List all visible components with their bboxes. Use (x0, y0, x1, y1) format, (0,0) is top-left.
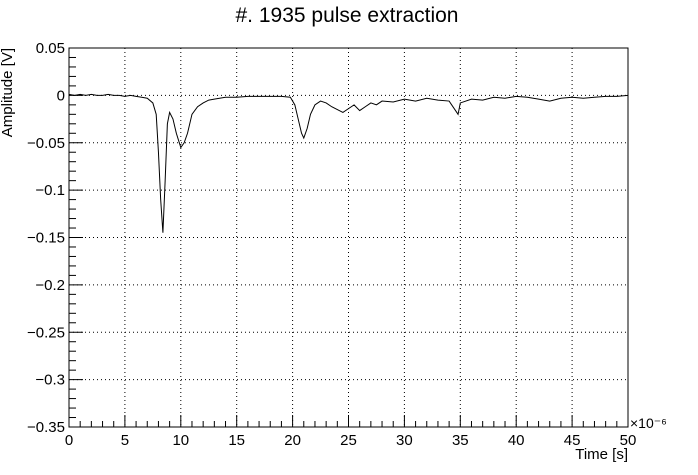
y-tick-label: −0.25 (27, 324, 65, 341)
y-tick-label: −0.15 (27, 230, 65, 247)
x-multiplier: ×10⁻⁶ (630, 415, 667, 431)
y-tick-label: −0.3 (35, 372, 65, 389)
x-tick-label: 0 (65, 432, 73, 449)
x-tick-label: 45 (564, 432, 581, 449)
y-tick-label: 0 (57, 87, 65, 104)
plot-frame (68, 47, 629, 428)
y-tick-label: −0.2 (35, 277, 65, 294)
y-tick-label: −0.1 (35, 182, 65, 199)
x-tick-label: 15 (228, 432, 245, 449)
x-tick-label: 20 (284, 432, 301, 449)
x-tick-label: 10 (172, 432, 189, 449)
y-tick-label: 0.05 (36, 40, 65, 57)
x-tick-label: 50 (620, 432, 637, 449)
data-line (68, 93, 629, 233)
y-axis-label: Amplitude [V] (0, 48, 16, 137)
y-tick-label: −0.05 (27, 135, 65, 152)
x-axis-label: Time [s] (575, 446, 628, 463)
x-tick-label: 30 (396, 432, 413, 449)
x-tick-label: 5 (121, 432, 129, 449)
y-tick-label: −0.35 (27, 419, 65, 436)
x-tick-label: 40 (508, 432, 525, 449)
x-tick-label: 25 (340, 432, 357, 449)
chart-title: #. 1935 pulse extraction (236, 4, 459, 27)
x-tick-label: 35 (452, 432, 469, 449)
